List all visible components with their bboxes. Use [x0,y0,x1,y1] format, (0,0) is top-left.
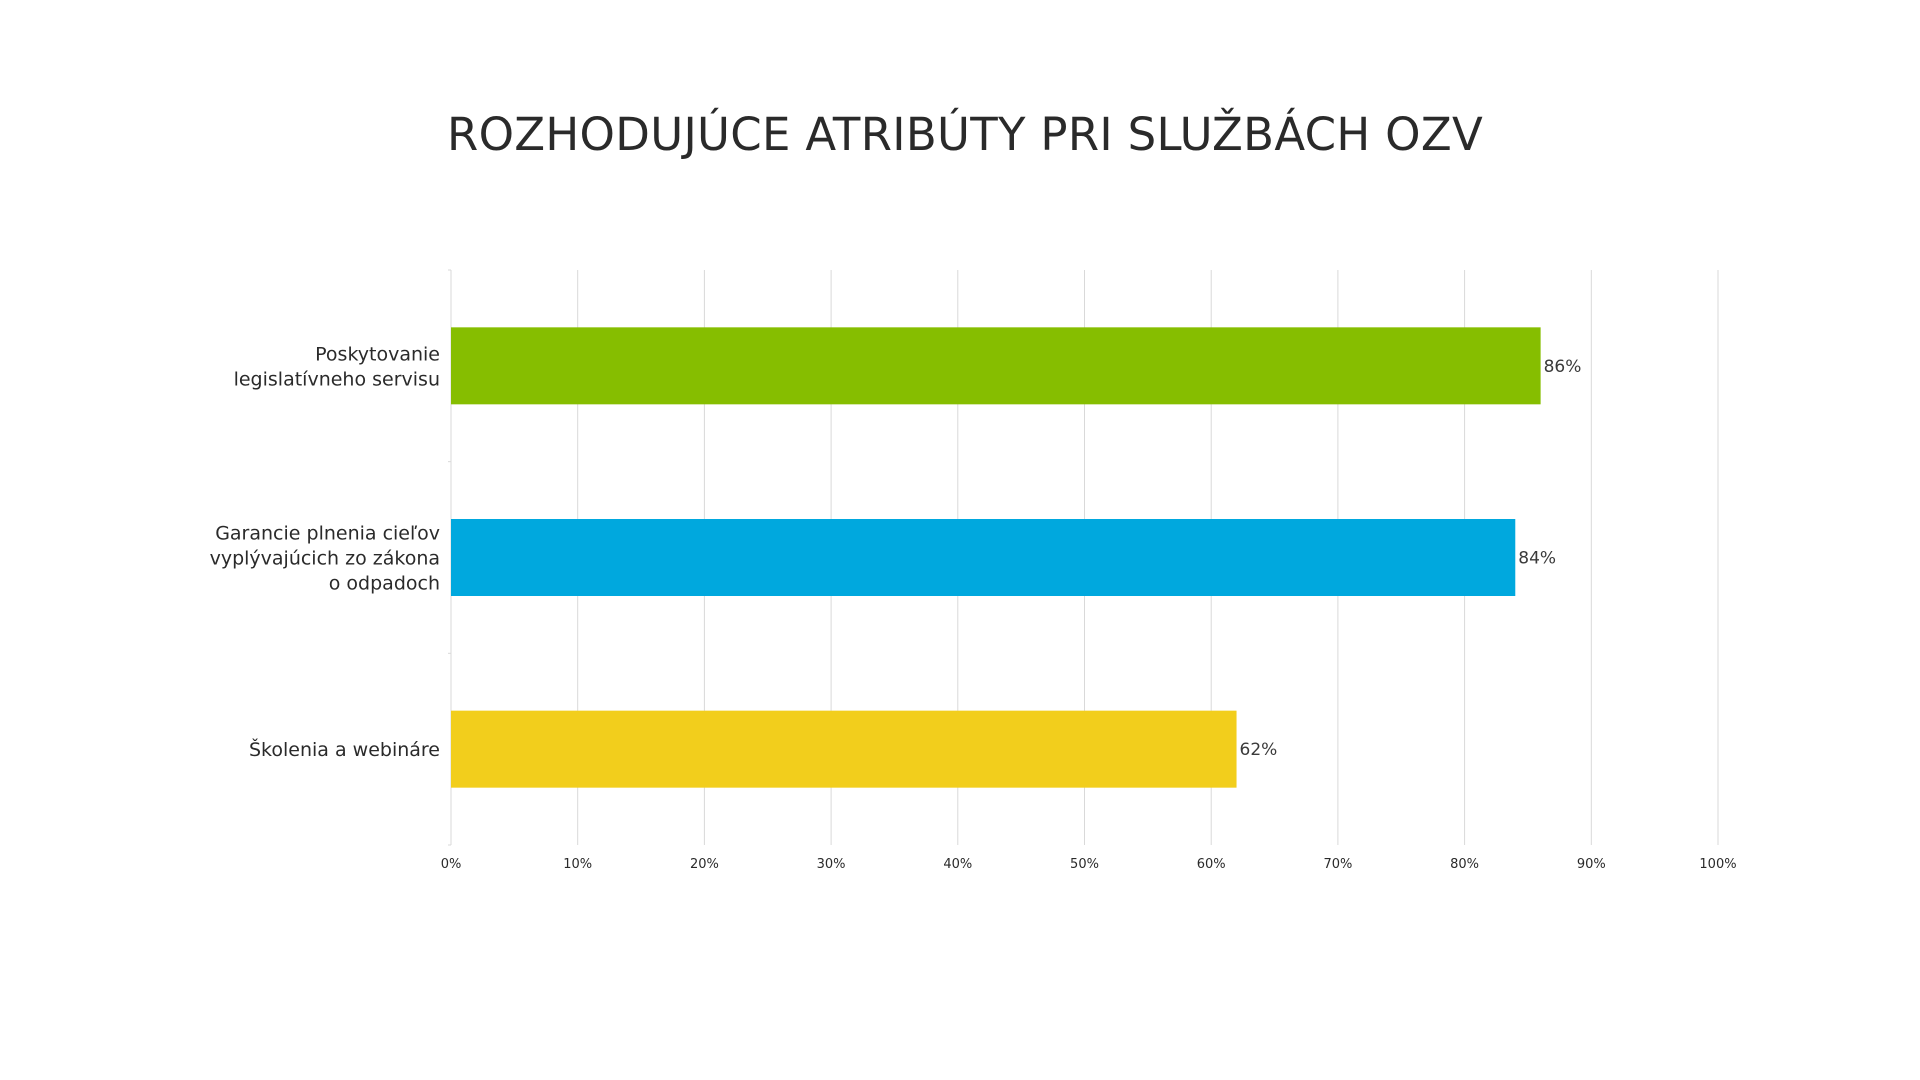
category-label: Poskytovanie legislatívneho servisu [234,343,440,390]
x-tick-label: 0% [441,857,462,872]
x-tick-label: 50% [1070,857,1099,872]
chart-title: ROZHODUJÚCE ATRIBÚTY PRI SLUŽBÁCH OZV [447,108,1484,161]
value-label: 86% [1544,357,1582,377]
x-tick-label: 70% [1323,857,1352,872]
category-labels: Poskytovanie legislatívneho servisu Garanc… [210,343,440,761]
category-label-line: vyplývajúcich zo zákona [210,548,440,570]
category-label-line: Školenia a webináre [249,737,440,761]
x-tick-label: 30% [817,857,846,872]
x-tick-label: 10% [563,857,592,872]
x-tick-label: 100% [1699,857,1736,872]
value-labels: 86% 84% 62% [1240,357,1582,760]
category-label-line: Poskytovanie [315,343,440,365]
category-label-line: legislatívneho servisu [234,368,440,390]
bars [451,327,1541,788]
x-tick-label: 80% [1450,857,1479,872]
bar [451,327,1541,405]
x-tick-label: 60% [1197,857,1226,872]
category-label: Garancie plnenia cieľov vyplývajúcich zo … [210,523,440,595]
bar [451,710,1237,788]
bar [451,519,1516,596]
x-tick-label: 20% [690,857,719,872]
category-label-line: o odpadoch [329,573,440,595]
category-label: Školenia a webináre [249,737,440,761]
x-tick-label: 90% [1577,857,1606,872]
value-label: 84% [1518,549,1556,569]
x-tick-label: 40% [943,857,972,872]
value-label: 62% [1240,740,1278,760]
category-label-line: Garancie plnenia cieľov [215,523,440,545]
x-axis-ticks: 0% 10% 20% 30% 40% 50% 60% 70% 80% 90% 100% [441,857,1737,872]
